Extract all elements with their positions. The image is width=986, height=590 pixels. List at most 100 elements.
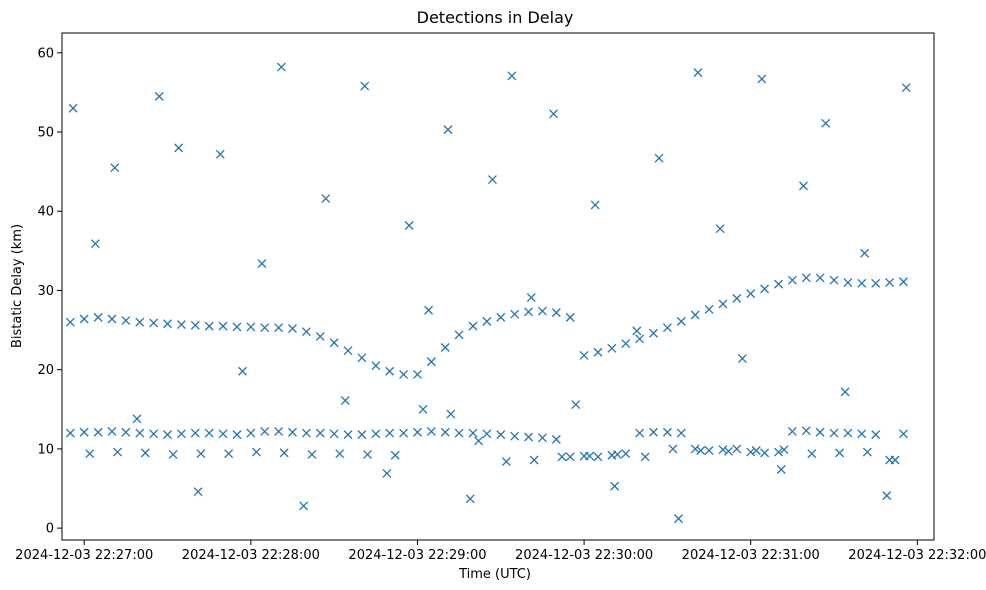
- data-point: [718, 299, 728, 309]
- data-point: [760, 448, 770, 458]
- data-point: [801, 273, 811, 283]
- data-point: [557, 452, 567, 462]
- data-point: [299, 501, 309, 511]
- data-point: [537, 433, 547, 443]
- data-point: [190, 320, 200, 330]
- data-point: [610, 481, 620, 491]
- data-point: [340, 396, 350, 406]
- data-point: [163, 319, 172, 329]
- data-point: [288, 427, 297, 437]
- data-point: [307, 449, 317, 459]
- data-point: [440, 343, 450, 352]
- data-point: [168, 449, 178, 459]
- data-point: [621, 339, 631, 348]
- data-point: [807, 449, 817, 459]
- data-point: [465, 494, 475, 504]
- y-axis: 0 10 20 30 40 50 60: [37, 46, 62, 537]
- data-point: [482, 429, 492, 439]
- data-point: [121, 427, 131, 437]
- x-tick-label: 2024-12-03 22:29:00: [348, 548, 486, 563]
- data-point: [632, 326, 642, 336]
- data-point: [329, 429, 339, 439]
- y-tick-label: 20: [37, 363, 54, 378]
- data-point: [774, 279, 783, 289]
- data-point: [85, 449, 95, 459]
- data-point: [274, 427, 284, 436]
- data-point: [718, 445, 728, 455]
- data-point: [676, 316, 686, 326]
- data-point: [621, 449, 631, 459]
- data-point: [426, 427, 436, 436]
- data-point: [715, 224, 725, 234]
- data-point: [174, 143, 184, 153]
- data-point: [68, 103, 78, 113]
- data-point: [90, 239, 100, 249]
- data-point: [537, 306, 547, 316]
- data-point: [565, 452, 575, 462]
- data-point: [371, 429, 381, 439]
- data-point: [607, 343, 617, 353]
- data-point: [260, 323, 270, 333]
- data-point: [335, 449, 345, 459]
- data-point: [593, 347, 603, 357]
- data-point: [343, 346, 353, 356]
- data-point: [501, 457, 511, 467]
- data-point: [510, 309, 520, 319]
- data-point: [649, 328, 658, 338]
- data-point: [757, 74, 767, 84]
- data-point: [835, 448, 845, 458]
- data-point: [215, 149, 225, 159]
- y-tick-label: 0: [46, 522, 54, 537]
- data-point: [662, 427, 672, 437]
- data-point: [857, 429, 867, 439]
- data-point: [135, 428, 145, 438]
- data-point: [732, 444, 742, 454]
- data-point: [732, 293, 742, 303]
- data-point: [357, 353, 367, 363]
- data-point: [343, 430, 353, 440]
- data-point: [524, 307, 534, 317]
- data-point: [776, 465, 786, 474]
- data-point: [871, 430, 881, 440]
- data-point: [65, 317, 75, 327]
- data-point: [399, 369, 409, 379]
- x-tick-label: 2024-12-03 22:27:00: [15, 548, 153, 563]
- data-point: [696, 446, 706, 455]
- data-point: [885, 278, 895, 287]
- data-point: [882, 491, 892, 501]
- axes-frame: [61, 32, 935, 541]
- data-point: [163, 430, 172, 440]
- data-point: [746, 447, 756, 457]
- data-point: [454, 428, 464, 438]
- data-point: [551, 308, 561, 318]
- data-point: [690, 310, 700, 320]
- data-point: [482, 316, 492, 326]
- x-tick-label: 2024-12-03 22:30:00: [515, 548, 653, 563]
- data-point: [149, 429, 159, 439]
- data-point: [371, 361, 381, 371]
- data-point: [93, 312, 103, 322]
- x-tick-label: 2024-12-03 22:32:00: [848, 548, 986, 563]
- data-point: [635, 334, 645, 344]
- data-point: [276, 62, 286, 72]
- data-point: [593, 452, 603, 462]
- data-point: [274, 323, 284, 333]
- data-point: [724, 446, 733, 456]
- data-point: [246, 322, 256, 332]
- data-point: [549, 109, 559, 119]
- data-point: [674, 514, 683, 524]
- y-tick-label: 40: [37, 205, 54, 220]
- data-point: [454, 330, 464, 340]
- data-point: [612, 449, 622, 459]
- data-point: [79, 427, 89, 437]
- data-point: [321, 194, 331, 204]
- x-axis: 2024-12-03 22:27:00 2024-12-03 22:28:00 20…: [15, 540, 986, 563]
- data-point: [426, 357, 436, 367]
- data-point: [385, 366, 395, 376]
- data-point: [496, 312, 506, 322]
- data-point: [496, 430, 506, 440]
- data-point: [279, 448, 289, 458]
- data-point: [238, 366, 247, 376]
- data-point: [301, 327, 311, 337]
